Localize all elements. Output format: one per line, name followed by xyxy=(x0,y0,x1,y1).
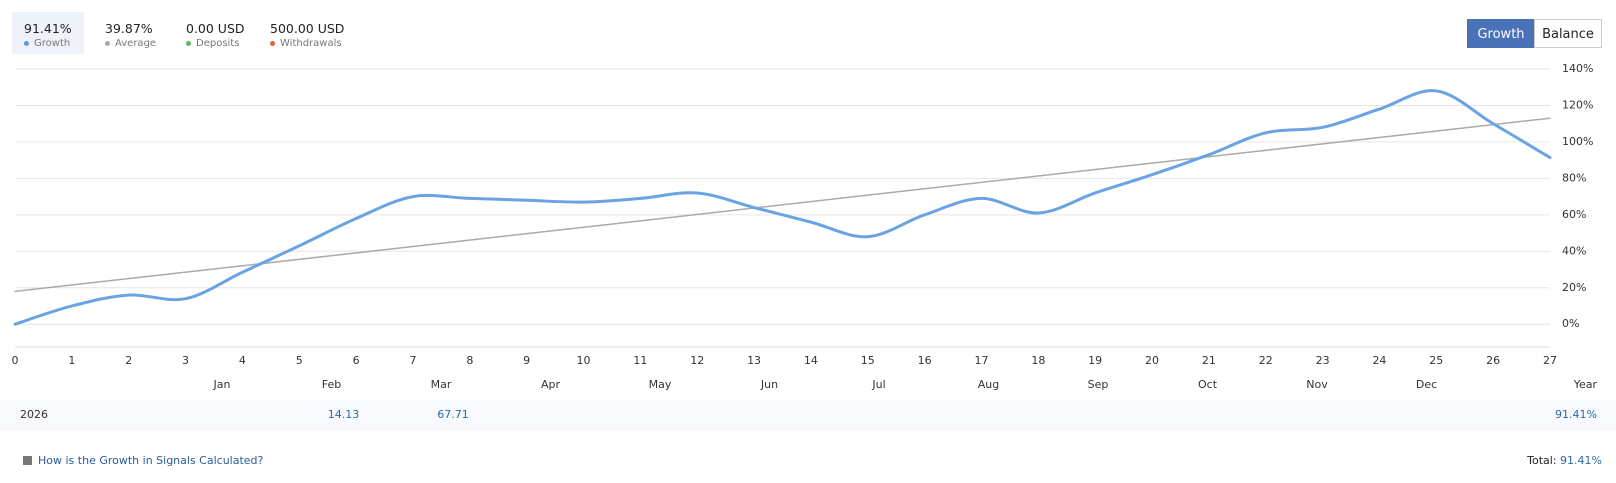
icon xyxy=(23,456,32,465)
stat-item: 91.41% Growth xyxy=(12,12,84,54)
stat-label-wrap: Deposits xyxy=(186,38,245,49)
month-label: Jan xyxy=(213,378,231,391)
x-tick-label: 16 xyxy=(918,354,932,367)
month-label: Nov xyxy=(1306,378,1328,391)
table-cell: 14.13 xyxy=(328,408,360,421)
y-tick-label: 20% xyxy=(1562,281,1586,294)
y-tick-label: 60% xyxy=(1562,208,1586,221)
month-label: Jul xyxy=(871,378,885,391)
x-tick-label: 23 xyxy=(1316,354,1330,367)
stat-label: Average xyxy=(115,38,157,49)
x-tick-label: 27 xyxy=(1543,354,1557,367)
x-tick-label: 1 xyxy=(68,354,75,367)
link-text[interactable]: How is the Growth in Signals Calculated? xyxy=(38,454,264,467)
x-tick-label: 10 xyxy=(577,354,591,367)
x-tick-label: 3 xyxy=(182,354,189,367)
x-tick-label: 5 xyxy=(296,354,303,367)
stat-item: 500.00 USD Withdrawals xyxy=(258,12,356,54)
x-tick-label: 4 xyxy=(239,354,246,367)
x-tick-label: 21 xyxy=(1202,354,1216,367)
stat-value: 0.00 USD xyxy=(186,21,245,36)
month-label: Feb xyxy=(322,378,341,391)
x-tick-label: 7 xyxy=(409,354,416,367)
stat-value: 91.41% xyxy=(24,21,72,36)
x-tick-label: 17 xyxy=(974,354,988,367)
y-tick-label: 140% xyxy=(1562,62,1593,75)
x-tick-label: 2 xyxy=(125,354,132,367)
x-tick-label: 9 xyxy=(523,354,530,367)
x-tick-label: 25 xyxy=(1429,354,1443,367)
x-tick-label: 18 xyxy=(1031,354,1045,367)
x-tick-label: 19 xyxy=(1088,354,1102,367)
table-cell: 67.71 xyxy=(437,408,469,421)
month-label: Dec xyxy=(1416,378,1437,391)
x-tick-label: 26 xyxy=(1486,354,1500,367)
total-value: 91.41% xyxy=(1560,454,1602,467)
month-label: Oct xyxy=(1198,378,1218,391)
y-tick-label: 100% xyxy=(1562,135,1593,148)
y-tick-label: 0% xyxy=(1562,317,1579,330)
x-tick-label: 24 xyxy=(1372,354,1386,367)
series-line xyxy=(13,89,1552,326)
stat-value: 500.00 USD xyxy=(270,21,345,36)
stat-label-wrap: Growth xyxy=(24,38,72,49)
footer-total: Total: 91.41% xyxy=(1527,454,1602,467)
stat-label-wrap: Average xyxy=(105,38,156,49)
x-tick-label: 6 xyxy=(353,354,360,367)
month-label: May xyxy=(649,378,672,391)
x-tick-label: 15 xyxy=(861,354,875,367)
growth-button[interactable]: Growth xyxy=(1467,19,1535,48)
month-label: Mar xyxy=(431,378,452,391)
month-label: Jun xyxy=(760,378,778,391)
stat-label: Deposits xyxy=(196,38,240,49)
month-label: Year xyxy=(1573,378,1598,391)
x-tick-label: 0 xyxy=(12,354,19,367)
x-tick-label: 22 xyxy=(1259,354,1273,367)
row-label: 2026 xyxy=(20,408,48,421)
stat-value: 39.87% xyxy=(105,21,153,36)
balance-button[interactable]: Balance xyxy=(1534,19,1602,48)
stat-item: 0.00 USD Deposits xyxy=(174,12,257,54)
legend-dot xyxy=(105,40,110,46)
month-label: Aug xyxy=(978,378,999,391)
table-row-bg xyxy=(0,400,1616,431)
x-tick-label: 14 xyxy=(804,354,818,367)
x-tick-label: 20 xyxy=(1145,354,1159,367)
y-tick-label: 120% xyxy=(1562,98,1593,111)
x-tick-label: 13 xyxy=(747,354,761,367)
stat-label: Withdrawals xyxy=(280,38,342,49)
month-label: Sep xyxy=(1088,378,1109,391)
stat-label-wrap: Withdrawals xyxy=(270,38,344,49)
chart: 0%20%40%60%80%100%120%140%0 1 2 3 4 5 6 7 8 9 10 11… xyxy=(0,62,1616,431)
y-tick-label: 40% xyxy=(1562,244,1586,257)
total-label: Total: xyxy=(1527,454,1557,467)
legend-dot xyxy=(186,40,191,46)
table-cell: 91.41% xyxy=(1555,408,1597,421)
series-line xyxy=(14,117,1551,293)
legend-dot xyxy=(270,40,275,46)
month-label: Apr xyxy=(541,378,561,391)
y-tick-label: 80% xyxy=(1562,171,1586,184)
stat-label: Growth xyxy=(34,38,71,49)
legend-dot xyxy=(24,40,29,46)
x-tick-label: 12 xyxy=(690,354,704,367)
x-tick-label: 11 xyxy=(633,354,647,367)
stat-item: 39.87% Average xyxy=(93,12,168,54)
x-tick-label: 8 xyxy=(466,354,473,367)
footer-link[interactable]: How is the Growth in Signals Calculated? xyxy=(23,454,263,467)
